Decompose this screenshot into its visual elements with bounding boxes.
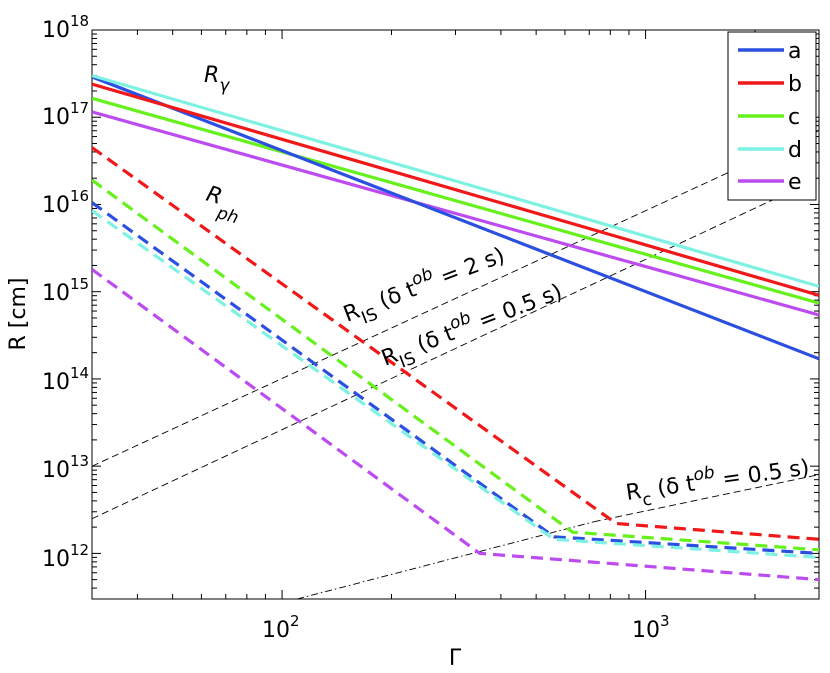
series-a-r-gamma	[92, 75, 819, 361]
legend-label-d: d	[788, 138, 802, 163]
series-b-r-gamma	[92, 82, 819, 297]
reference-line-1	[92, 177, 819, 520]
series-d-r-ph	[92, 209, 819, 559]
x-tick-labels: 102 103	[262, 612, 670, 643]
series-c-r-ph	[92, 178, 819, 552]
reference-line-2	[593, 474, 819, 523]
series-a-r-ph	[92, 201, 819, 555]
y-tick-labels: 1012 1013 1014 1015 1016 1017 1018	[42, 12, 89, 572]
y-tick-label-18: 1018	[42, 12, 89, 43]
y-axis-label: R [cm]	[6, 278, 31, 351]
y-tick-label-15: 1015	[42, 275, 89, 306]
x-tick-label-3: 103	[632, 612, 670, 643]
legend-label-c: c	[788, 105, 800, 130]
series-e-r-gamma	[92, 110, 819, 317]
y-tick-label-14: 1014	[42, 364, 89, 395]
y-tick-label-17: 1017	[42, 99, 89, 130]
y-tick-label-13: 1013	[42, 452, 89, 483]
legend-label-b: b	[788, 72, 802, 97]
legend-label-a: a	[788, 39, 801, 64]
series-lines	[92, 74, 819, 582]
legend: a b c d e	[727, 31, 817, 201]
legend-label-e: e	[788, 170, 802, 195]
series-c-r-gamma	[92, 96, 819, 305]
reference-line-0	[92, 130, 819, 467]
y-tick-label-12: 1012	[42, 541, 89, 572]
annotation-r-gamma: Rγ	[204, 63, 230, 96]
series-d-r-gamma	[92, 74, 819, 288]
series-b-r-ph	[92, 146, 819, 541]
y-tick-label-16: 1016	[42, 187, 89, 218]
x-tick-label-2: 102	[262, 612, 300, 643]
reference-lines	[92, 130, 819, 599]
series-e-r-ph	[92, 268, 819, 582]
x-axis-label: Γ	[449, 646, 462, 671]
